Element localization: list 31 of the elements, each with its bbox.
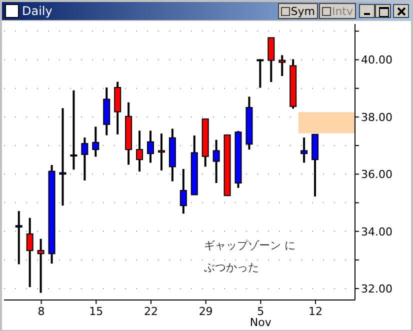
y-tick-label: 36.00 <box>361 168 392 182</box>
y-tick-label: 34.00 <box>361 225 392 238</box>
x-tick-label: 29 <box>198 305 213 318</box>
x-tick-label: 22 <box>144 305 158 318</box>
candlestick <box>268 36 275 84</box>
x-tick-label: 12 <box>308 305 323 318</box>
y-tick-label: 38.00 <box>361 110 392 124</box>
y-tick-label: 32.00 <box>361 282 392 296</box>
candlestick <box>37 238 44 294</box>
x-tick-label: 15 <box>89 305 104 318</box>
candlestick <box>26 216 34 288</box>
candlestick <box>212 138 220 184</box>
text: Intv <box>318 3 356 19</box>
text: Sym <box>278 3 318 19</box>
candlestick <box>70 89 78 171</box>
candlestick <box>136 130 144 173</box>
y-tick-label: 40.00 <box>361 54 392 67</box>
x-tick-label: 5 Nov <box>250 305 272 329</box>
candlestick <box>300 136 308 164</box>
candlestick <box>59 107 66 207</box>
candlestick <box>158 132 165 172</box>
chart-title: Daily <box>22 4 52 18</box>
candlestick <box>92 126 100 158</box>
candlestick <box>180 168 187 215</box>
candlestick <box>146 130 154 164</box>
candlestick <box>256 58 264 89</box>
candlestick <box>81 136 88 182</box>
candlestick <box>278 54 286 78</box>
annotation: ギャップゾーン にぶつかった <box>204 238 296 276</box>
x-tick-label: 8 <box>38 305 45 318</box>
candlestick <box>15 210 22 266</box>
